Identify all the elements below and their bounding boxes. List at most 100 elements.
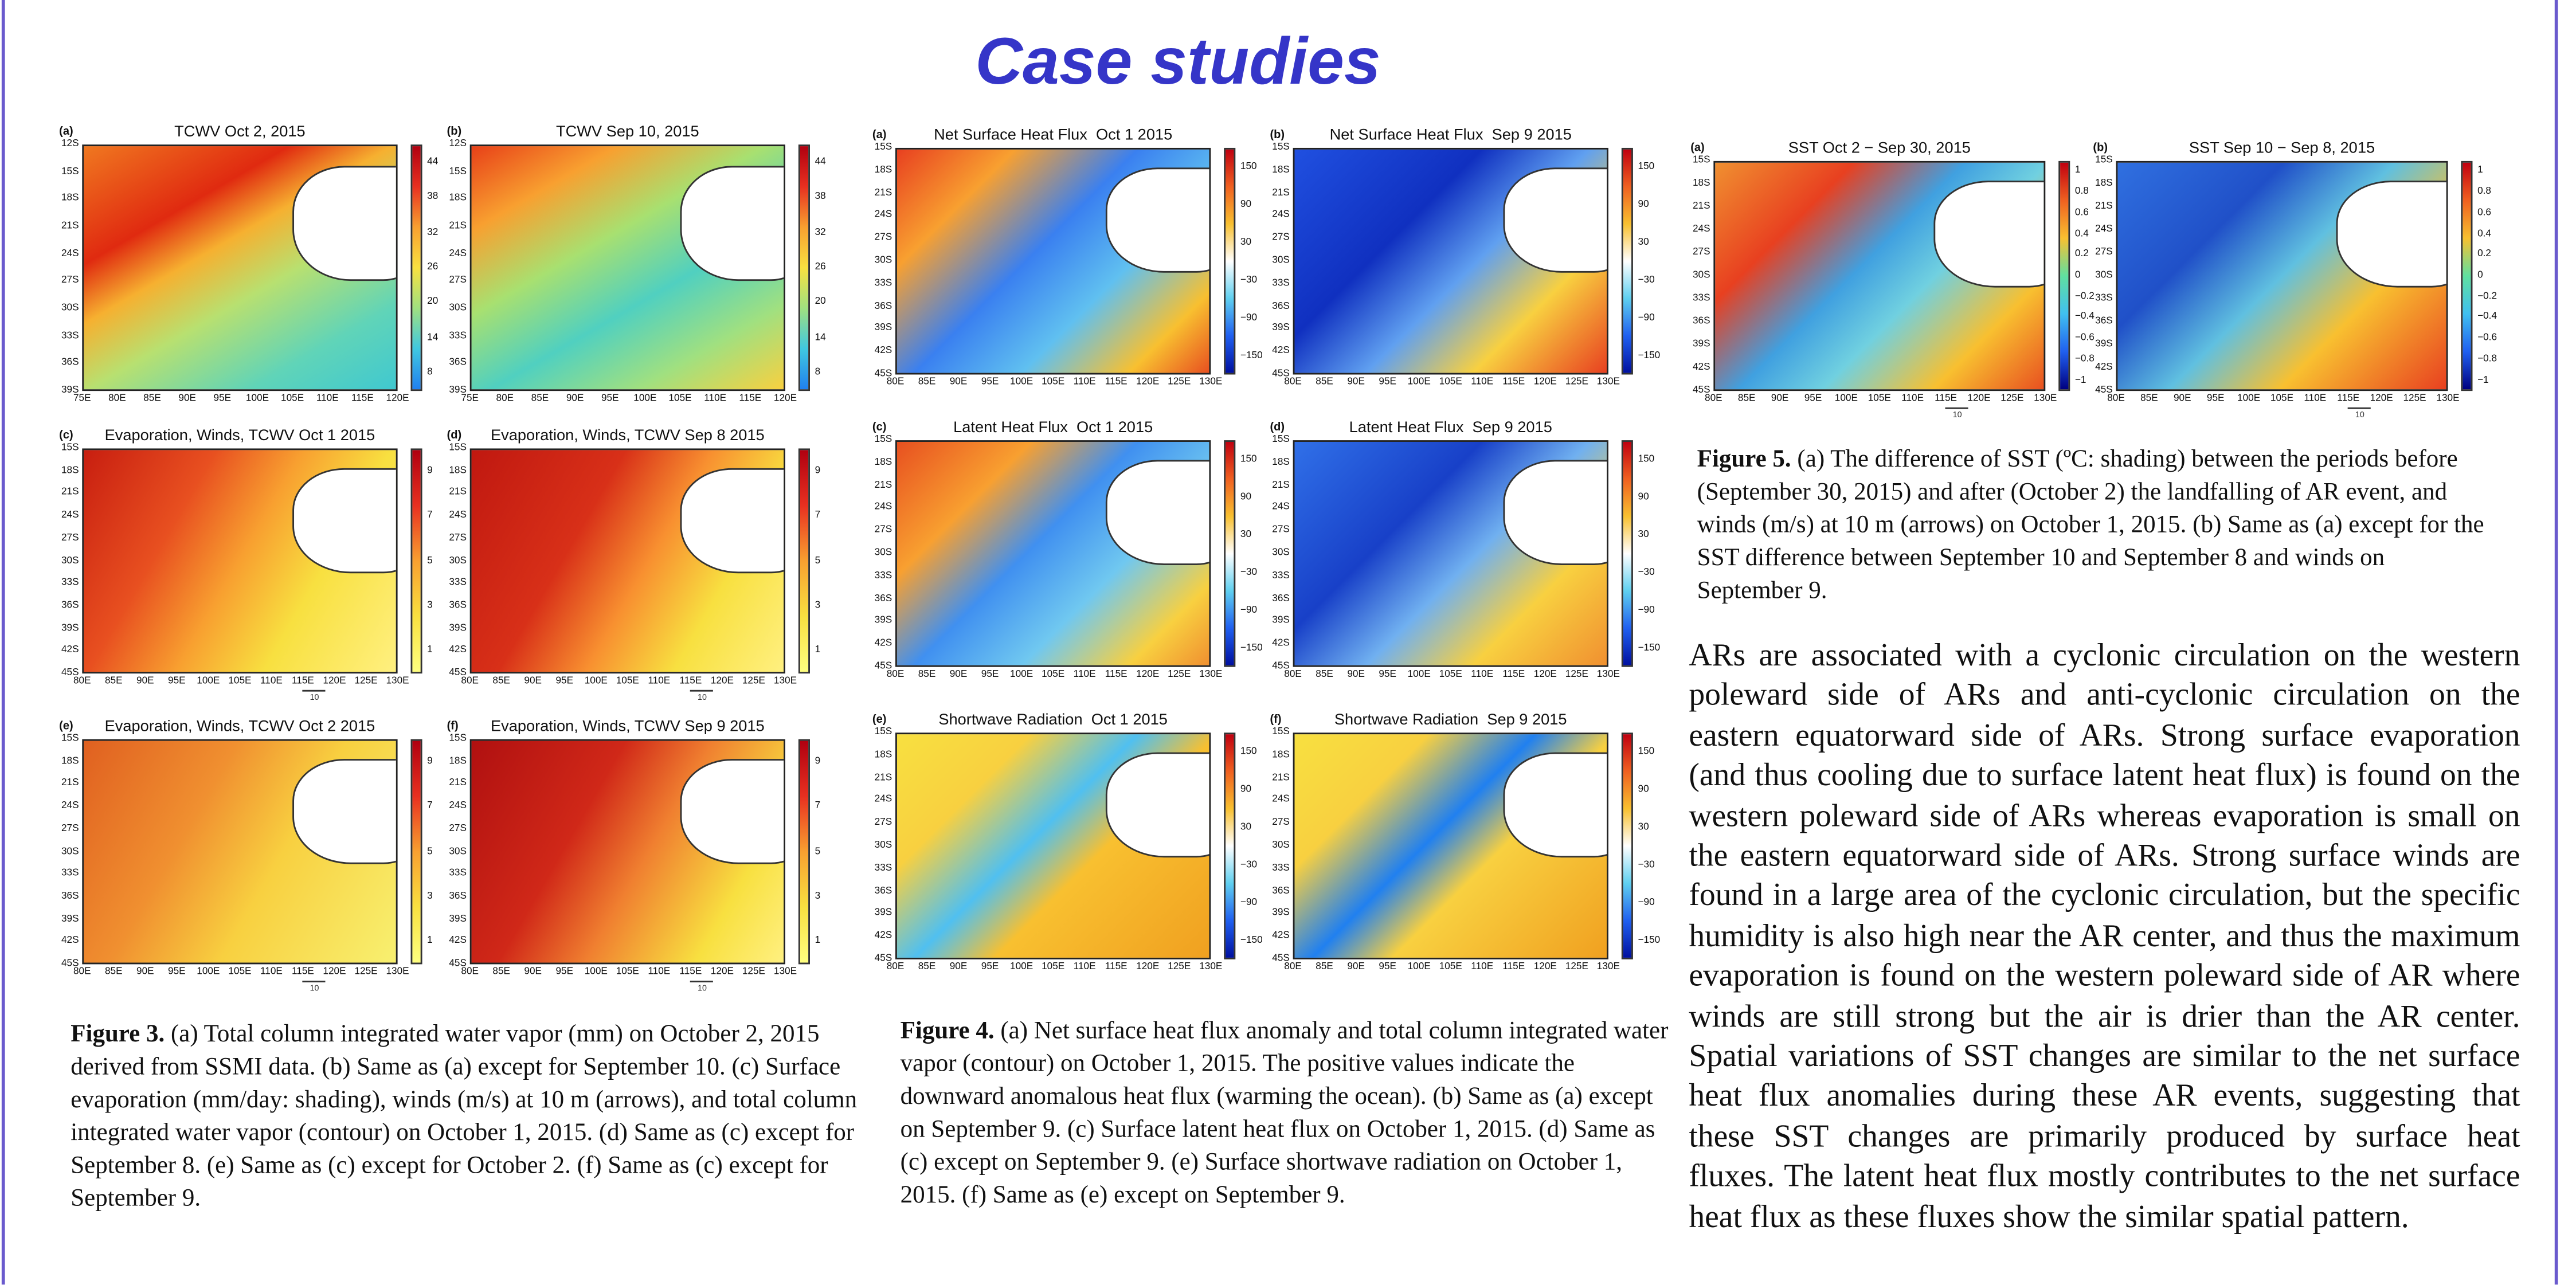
lat-tick-label: 18S [437,466,467,476]
lat-tick-label: 21S [49,488,79,498]
colorbar-label: −90 [1638,313,1655,323]
lat-tick-label: 15S [863,728,892,738]
colorbar-label: −30 [1240,567,1257,577]
lon-tick-label: 95E [975,963,1005,973]
vector-reference: 10 [303,981,326,994]
panel-title: Shortwave Radiation Sep 9 2015 [1293,711,1608,730]
panel-letter: (e) [59,721,73,732]
lat-tick-label: 21S [1260,481,1290,491]
lon-tick-label: 90E [2168,394,2198,404]
lat-tick-label: 27S [437,824,467,834]
lon-tick-label: 95E [975,378,1005,387]
panel-letter: (d) [1270,422,1285,434]
lat-tick-label: 24S [1260,503,1290,513]
lon-tick-label: 105E [1038,670,1068,680]
panel-title: Evaporation, Winds, TCWV Oct 2 2015 [82,718,397,736]
lat-tick-label: 42S [1260,932,1290,942]
lon-tick-label: 80E [1699,394,1729,404]
page: {"title": "Case studies", "figures": [ {… [0,0,2576,1285]
map [1293,440,1608,667]
panel-letter: (e) [872,715,887,726]
colorbar-label: 44 [815,157,826,167]
lon-tick-label: 120E [1133,670,1162,680]
colorbar-label: 9 [427,757,433,766]
lon-tick-label: 110E [2300,394,2330,404]
colorbar-label: −30 [1638,567,1655,577]
panel-letter: (b) [2093,143,2108,154]
colorbar-label: 30 [1240,822,1251,832]
lon-tick-label: 90E [1341,963,1371,973]
lat-tick-label: 42S [1260,639,1290,649]
lon-tick-label: 95E [2201,394,2230,404]
lon-tick-label: 95E [162,967,192,977]
lon-tick-label: 85E [99,967,129,977]
border-left [2,0,5,1284]
lat-tick-label: 18S [1681,179,1710,189]
colorbar-label: −1 [2477,375,2489,385]
colorbar-label: −0.6 [2477,334,2497,343]
panel-title: Net Surface Heat Flux Oct 1 2015 [895,127,1211,145]
lon-tick-label: 80E [880,378,910,387]
lat-tick-label: 27S [437,534,467,543]
section-title: Case studies [0,26,2356,100]
lat-tick-label: 39S [2083,340,2113,350]
lat-tick-label: 24S [49,511,79,521]
colorbar-label: 0.8 [2477,187,2491,197]
lat-tick-label: 18S [49,194,79,204]
lon-tick-label: 85E [1310,670,1340,680]
lat-tick-label: 39S [863,324,892,334]
lon-tick-label: 100E [581,967,611,977]
colorbar-label: 0.4 [2477,229,2491,239]
colorbar-label: −1 [2075,375,2086,385]
lat-tick-label: 39S [1260,617,1290,626]
lon-tick-label: 95E [1798,394,1828,404]
colorbar-label: 32 [815,228,826,237]
lat-tick-label: 21S [437,779,467,789]
lon-tick-label: 95E [550,967,580,977]
lon-tick-label: 85E [487,967,516,977]
colorbar-label: −90 [1240,313,1257,323]
lat-tick-label: 27S [863,526,892,536]
lon-tick-label: 95E [208,394,237,404]
lat-tick-label: 33S [1260,279,1290,289]
lat-tick-label: 33S [863,864,892,873]
lat-tick-label: 18S [437,757,467,766]
lon-tick-label: 100E [1404,670,1434,680]
lon-tick-label: 110E [1898,394,1928,404]
colorbar-label: 1 [815,937,821,947]
vector-reference: 10 [691,981,714,994]
lat-tick-label: 42S [863,932,892,942]
lon-tick-label: 85E [487,677,516,687]
body-paragraph: ARs are associated with a cyclonic circu… [1689,637,2520,1239]
colorbar-label: 90 [1240,492,1251,502]
panel-title: SST Sep 10 − Sep 8, 2015 [2116,140,2448,158]
colorbar-label: 30 [1638,237,1649,247]
colorbar [1622,440,1633,667]
lat-tick-label: 24S [863,211,892,221]
lat-tick-label: 33S [437,869,467,879]
lat-tick-label: 24S [1260,796,1290,805]
lat-tick-label: 15S [49,167,79,177]
lon-tick-label: 80E [880,670,910,680]
lon-tick-label: 105E [1038,378,1068,387]
colorbar [2461,161,2472,391]
lat-tick-label: 15S [1260,436,1290,445]
lat-tick-label: 30S [1260,549,1290,558]
land [1105,167,1211,273]
colorbar-label: 1 [427,646,433,656]
lat-tick-label: 24S [49,802,79,812]
lat-tick-label: 18S [49,466,79,476]
lat-tick-label: 18S [2083,179,2113,189]
map [1293,148,1608,375]
lat-tick-label: 24S [437,802,467,812]
lon-tick-label: 130E [770,677,800,687]
lat-tick-label: 33S [1681,294,1710,304]
lat-tick-label: 18S [1260,166,1290,175]
colorbar [2058,161,2070,391]
lon-tick-label: 115E [1101,963,1131,973]
lon-tick-label: 100E [1007,378,1036,387]
lat-tick-label: 24S [1260,211,1290,221]
colorbar-label: 0 [2075,271,2081,281]
lon-tick-label: 120E [1530,378,1560,387]
map [470,144,785,391]
